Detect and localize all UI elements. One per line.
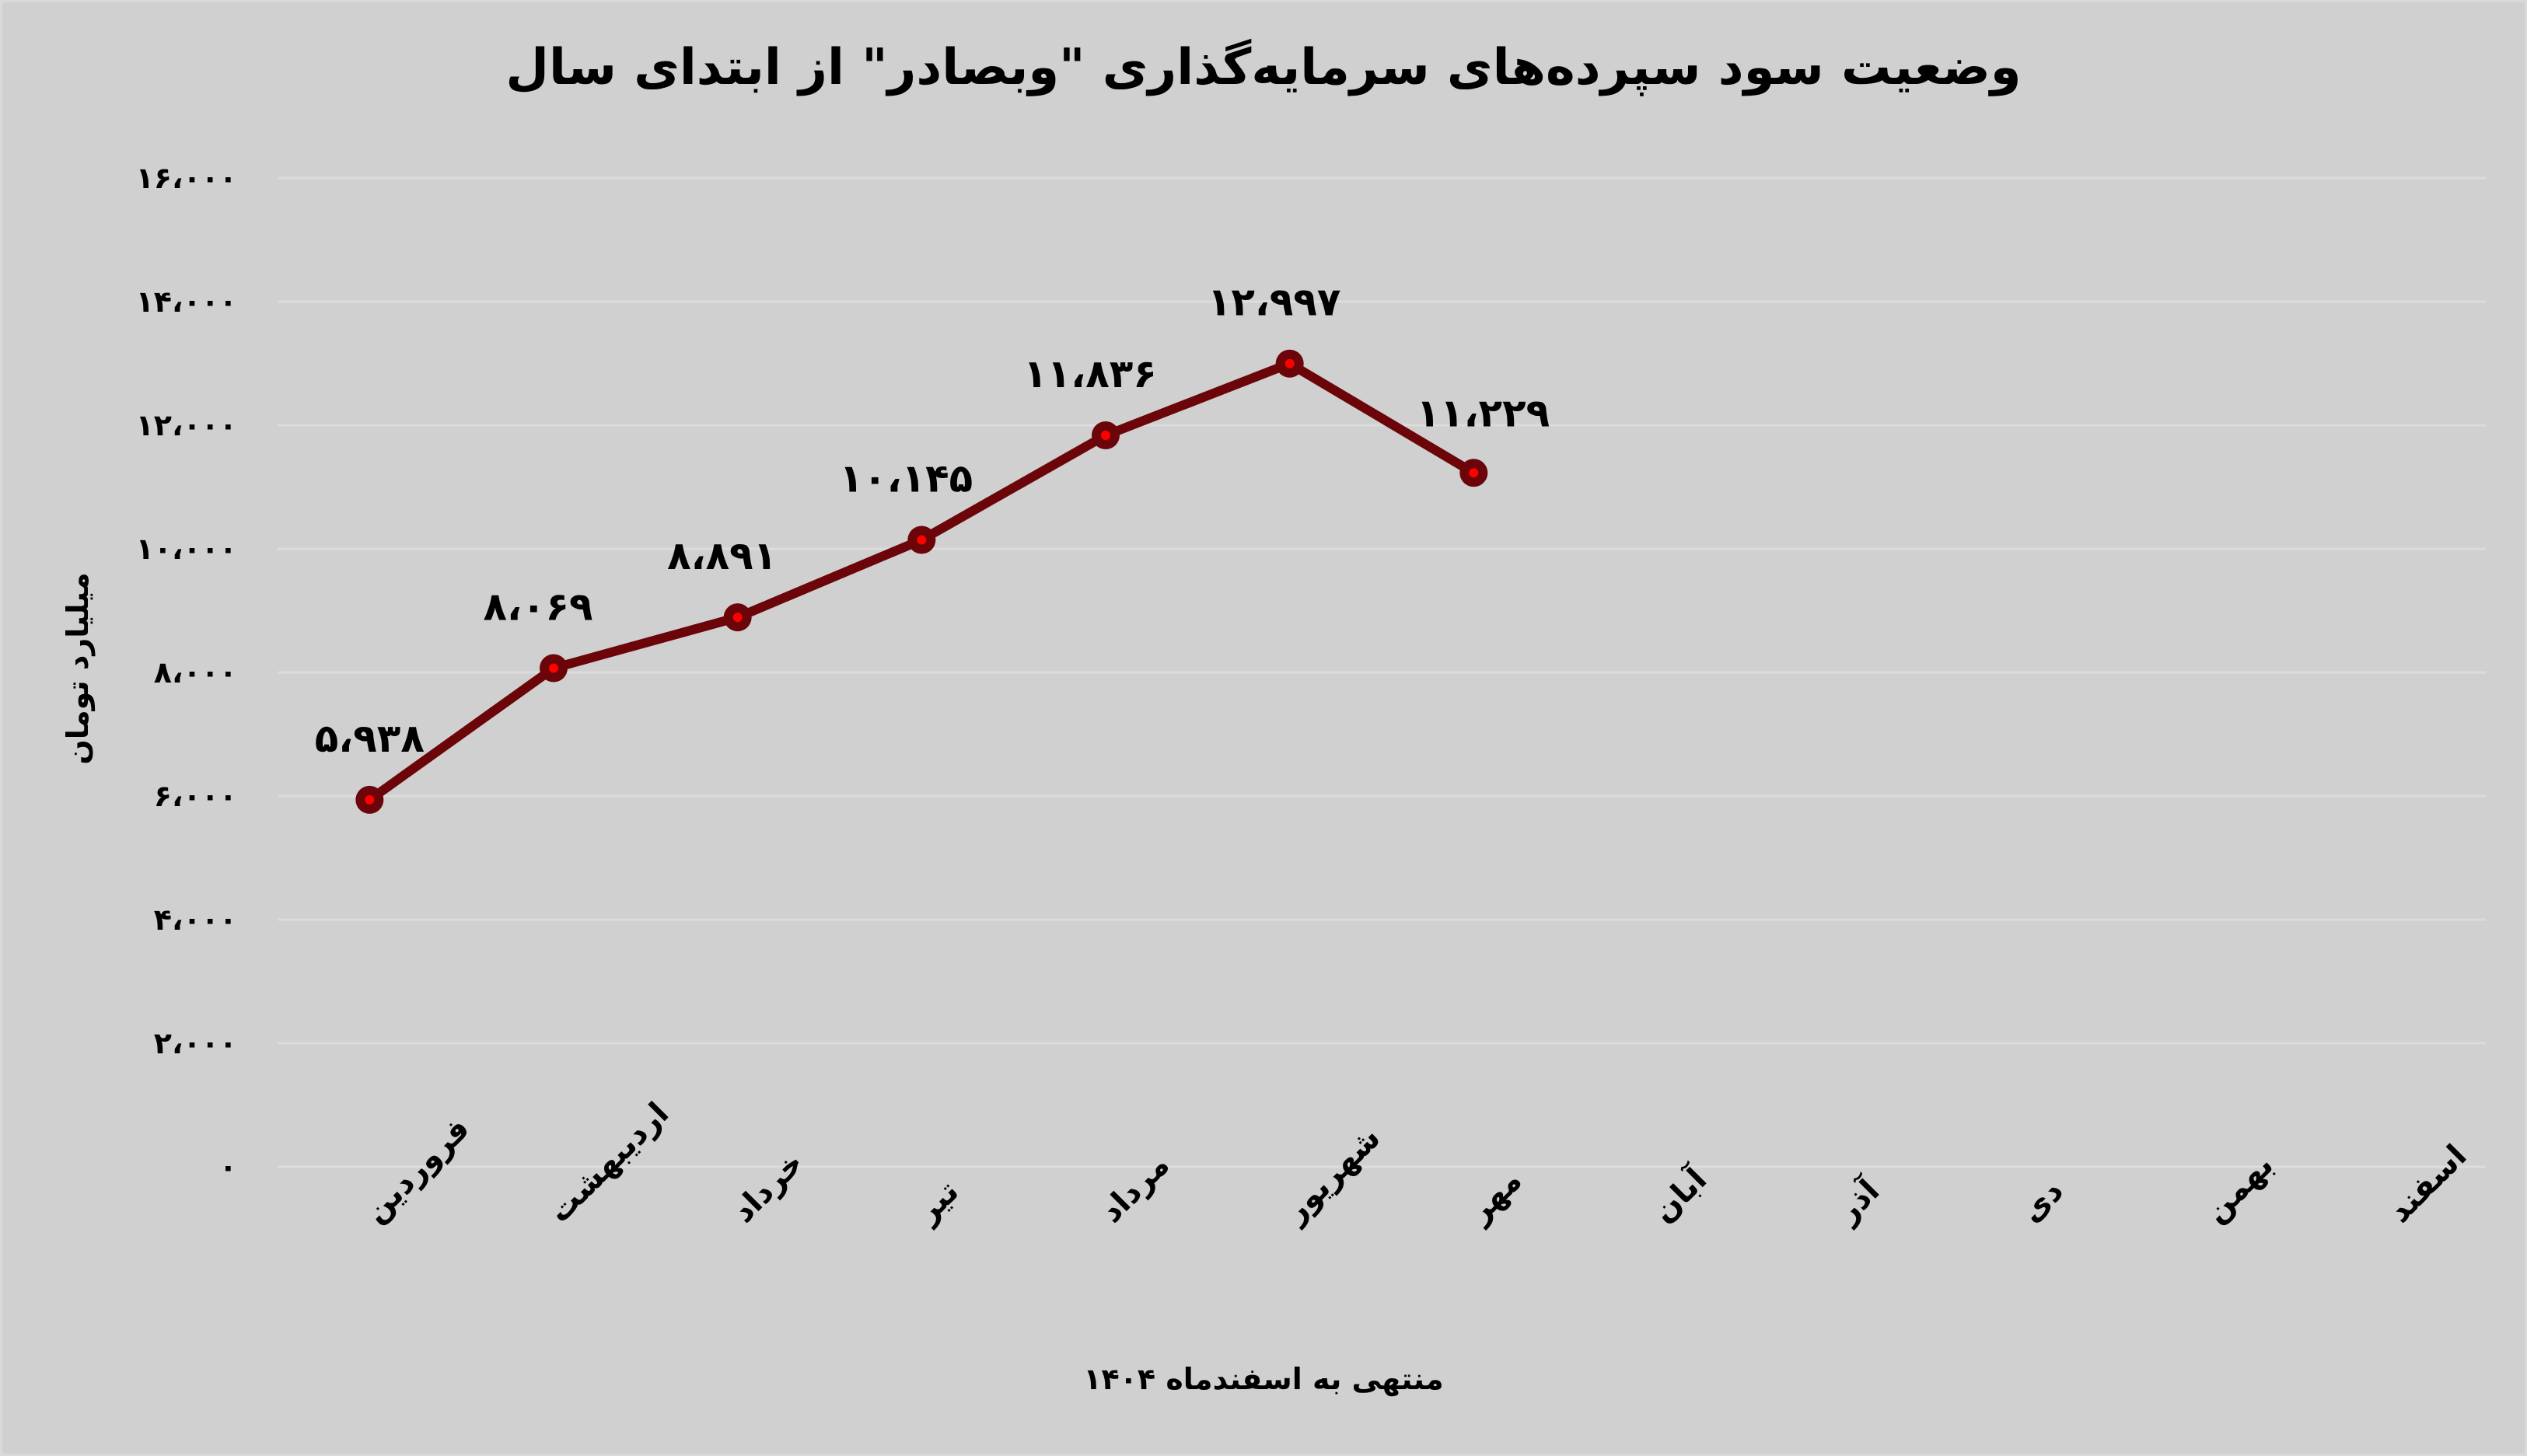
x-tick-label: اسفند <box>2382 1138 2473 1230</box>
x-tick-label: خرداد <box>725 1145 810 1230</box>
data-series <box>355 349 1488 814</box>
y-tick-label: ۶،۰۰۰ <box>154 779 237 813</box>
x-axis-ticks: فروردین اردیبهشت خرداد تیر مرداد شهریور مهر آبا… <box>358 1095 2474 1231</box>
data-label: ۸،۸۹۱ <box>667 533 777 578</box>
y-tick-label: ۸،۰۰۰ <box>154 655 237 690</box>
x-tick-label: مرداد <box>1094 1147 1176 1230</box>
x-axis-title: منتهی به اسفندماه ۱۴۰۴ <box>1083 1362 1444 1396</box>
gridlines <box>278 176 2486 1168</box>
y-axis-ticks: ۰ ۲،۰۰۰ ۴،۰۰۰ ۶،۰۰۰ ۸،۰۰۰ ۱۰،۰۰۰ ۱۲،۰۰۰ ۱۴،۰۰۰ ۱… <box>136 161 237 1184</box>
x-tick-label: آذر <box>1827 1171 1887 1231</box>
x-tick-label: فروردین <box>358 1111 477 1230</box>
data-label: ۸،۰۶۹ <box>483 585 592 630</box>
x-tick-label: شهریور <box>1277 1120 1388 1231</box>
data-label: ۱۱،۸۳۶ <box>1023 351 1157 396</box>
y-tick-label: ۱۰،۰۰۰ <box>136 532 237 566</box>
x-tick-label: مهر <box>1460 1163 1529 1231</box>
x-tick-label: بهمن <box>2198 1147 2281 1230</box>
data-point-center <box>549 663 558 673</box>
x-tick-label: تیر <box>908 1174 966 1231</box>
series-line <box>366 358 1477 804</box>
data-point-center <box>1284 358 1295 368</box>
y-tick-label: ۲،۰۰۰ <box>154 1026 237 1060</box>
y-tick-label: ۱۲،۰۰۰ <box>136 408 237 442</box>
y-tick-label: ۱۶،۰۰۰ <box>136 161 237 195</box>
data-point-center <box>917 535 927 545</box>
data-label: ۵،۹۳۸ <box>315 716 425 761</box>
data-label: ۱۲،۹۹۷ <box>1208 280 1341 325</box>
x-tick-label: اردیبهشت <box>542 1095 676 1230</box>
chart-title: وضعیت سود سپرده‌های سرمایه‌گذاری "وبصادر… <box>505 39 2022 96</box>
y-tick-label: ۱۴،۰۰۰ <box>136 285 237 319</box>
data-point-center <box>365 794 375 805</box>
data-label: ۱۱،۲۲۹ <box>1417 390 1550 435</box>
data-point-center <box>1101 431 1110 441</box>
data-point-center <box>1469 468 1479 478</box>
data-label: ۱۰،۱۴۵ <box>840 456 973 501</box>
x-tick-label: دی <box>2014 1173 2071 1230</box>
data-labels: ۵،۹۳۸ ۸،۰۶۹ ۸،۸۹۱ ۱۰،۱۴۵ ۱۱،۸۳۶ ۱۲،۹۹۷ ۱۱،۲۲۹ <box>315 280 1550 761</box>
y-tick-label: ۴،۰۰۰ <box>154 903 237 937</box>
data-point-center <box>732 613 743 623</box>
y-tick-label: ۰ <box>219 1150 237 1184</box>
x-tick-label: آبان <box>1644 1159 1714 1230</box>
